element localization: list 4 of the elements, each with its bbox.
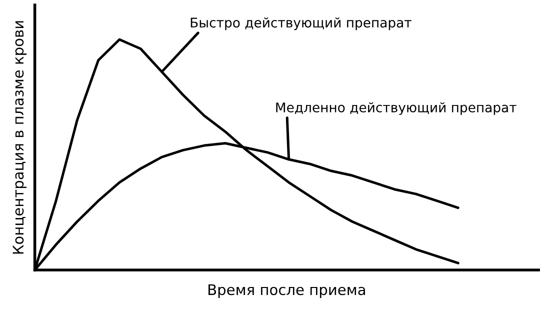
text: Быстро действующий препарат [190, 17, 412, 30]
y-axis-title: Концентрация в плазме крови [12, 21, 26, 254]
text: Медленно действующий препарат [276, 102, 516, 115]
x-axis-title: Время после приема [208, 284, 365, 298]
